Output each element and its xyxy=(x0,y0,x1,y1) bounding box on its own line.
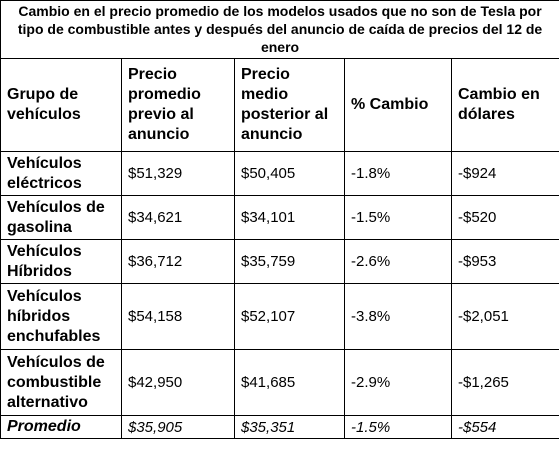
row-percent-change: -1.5% xyxy=(344,195,452,240)
row-price-after: $34,101 xyxy=(234,195,345,240)
price-change-table: Cambio en el precio promedio de los mode… xyxy=(0,0,559,439)
row-percent-change: -3.8% xyxy=(344,283,452,350)
table-row: Vehículos eléctricos $51,329 $50,405 -1.… xyxy=(0,151,559,196)
header-dollar-change: Cambio en dólares xyxy=(450,58,559,152)
row-price-after: $35,759 xyxy=(234,239,345,284)
row-group-label: Vehículos de gasolina xyxy=(0,195,122,240)
table-row: Vehículos de combustible alternativo $42… xyxy=(0,349,559,416)
row-group-label: Vehículos de combustible alternativo xyxy=(0,349,122,416)
header-percent-change: % Cambio xyxy=(344,58,452,152)
header-vehicle-group: Grupo de vehículos xyxy=(0,58,122,152)
average-price-after: $35,351 xyxy=(234,415,345,439)
row-group-label: Vehículos Híbridos xyxy=(0,239,122,284)
row-percent-change: -1.8% xyxy=(344,151,452,196)
header-avg-price-after: Precio medio posterior al anuncio xyxy=(234,58,345,152)
row-price-before: $36,712 xyxy=(121,239,235,284)
row-dollar-change: -$520 xyxy=(450,195,559,240)
average-price-before: $35,905 xyxy=(121,415,235,439)
average-dollar-change: -$554 xyxy=(450,415,559,439)
table-row: Vehículos de gasolina $34,621 $34,101 -1… xyxy=(0,195,559,240)
header-row: Grupo de vehículos Precio promedio previ… xyxy=(0,58,559,152)
table-row: Vehículos Híbridos $36,712 $35,759 -2.6%… xyxy=(0,239,559,284)
header-avg-price-before: Precio promedio previo al anuncio xyxy=(121,58,235,152)
row-percent-change: -2.9% xyxy=(344,349,452,416)
average-label: Promedio xyxy=(0,415,122,439)
row-price-before: $42,950 xyxy=(121,349,235,416)
average-row: Promedio $35,905 $35,351 -1.5% -$554 xyxy=(0,415,559,439)
row-group-label: Vehículos eléctricos xyxy=(0,151,122,196)
row-price-before: $51,329 xyxy=(121,151,235,196)
row-price-before: $54,158 xyxy=(121,283,235,350)
row-dollar-change: -$924 xyxy=(450,151,559,196)
table-caption: Cambio en el precio promedio de los mode… xyxy=(0,0,559,59)
row-price-after: $50,405 xyxy=(234,151,345,196)
row-dollar-change: -$2,051 xyxy=(450,283,559,350)
row-price-after: $41,685 xyxy=(234,349,345,416)
row-price-after: $52,107 xyxy=(234,283,345,350)
table-row: Vehículos híbridos enchufables $54,158 $… xyxy=(0,283,559,350)
row-price-before: $34,621 xyxy=(121,195,235,240)
row-dollar-change: -$1,265 xyxy=(450,349,559,416)
row-dollar-change: -$953 xyxy=(450,239,559,284)
row-percent-change: -2.6% xyxy=(344,239,452,284)
row-group-label: Vehículos híbridos enchufables xyxy=(0,283,122,350)
caption-row: Cambio en el precio promedio de los mode… xyxy=(0,0,559,59)
average-percent-change: -1.5% xyxy=(344,415,452,439)
